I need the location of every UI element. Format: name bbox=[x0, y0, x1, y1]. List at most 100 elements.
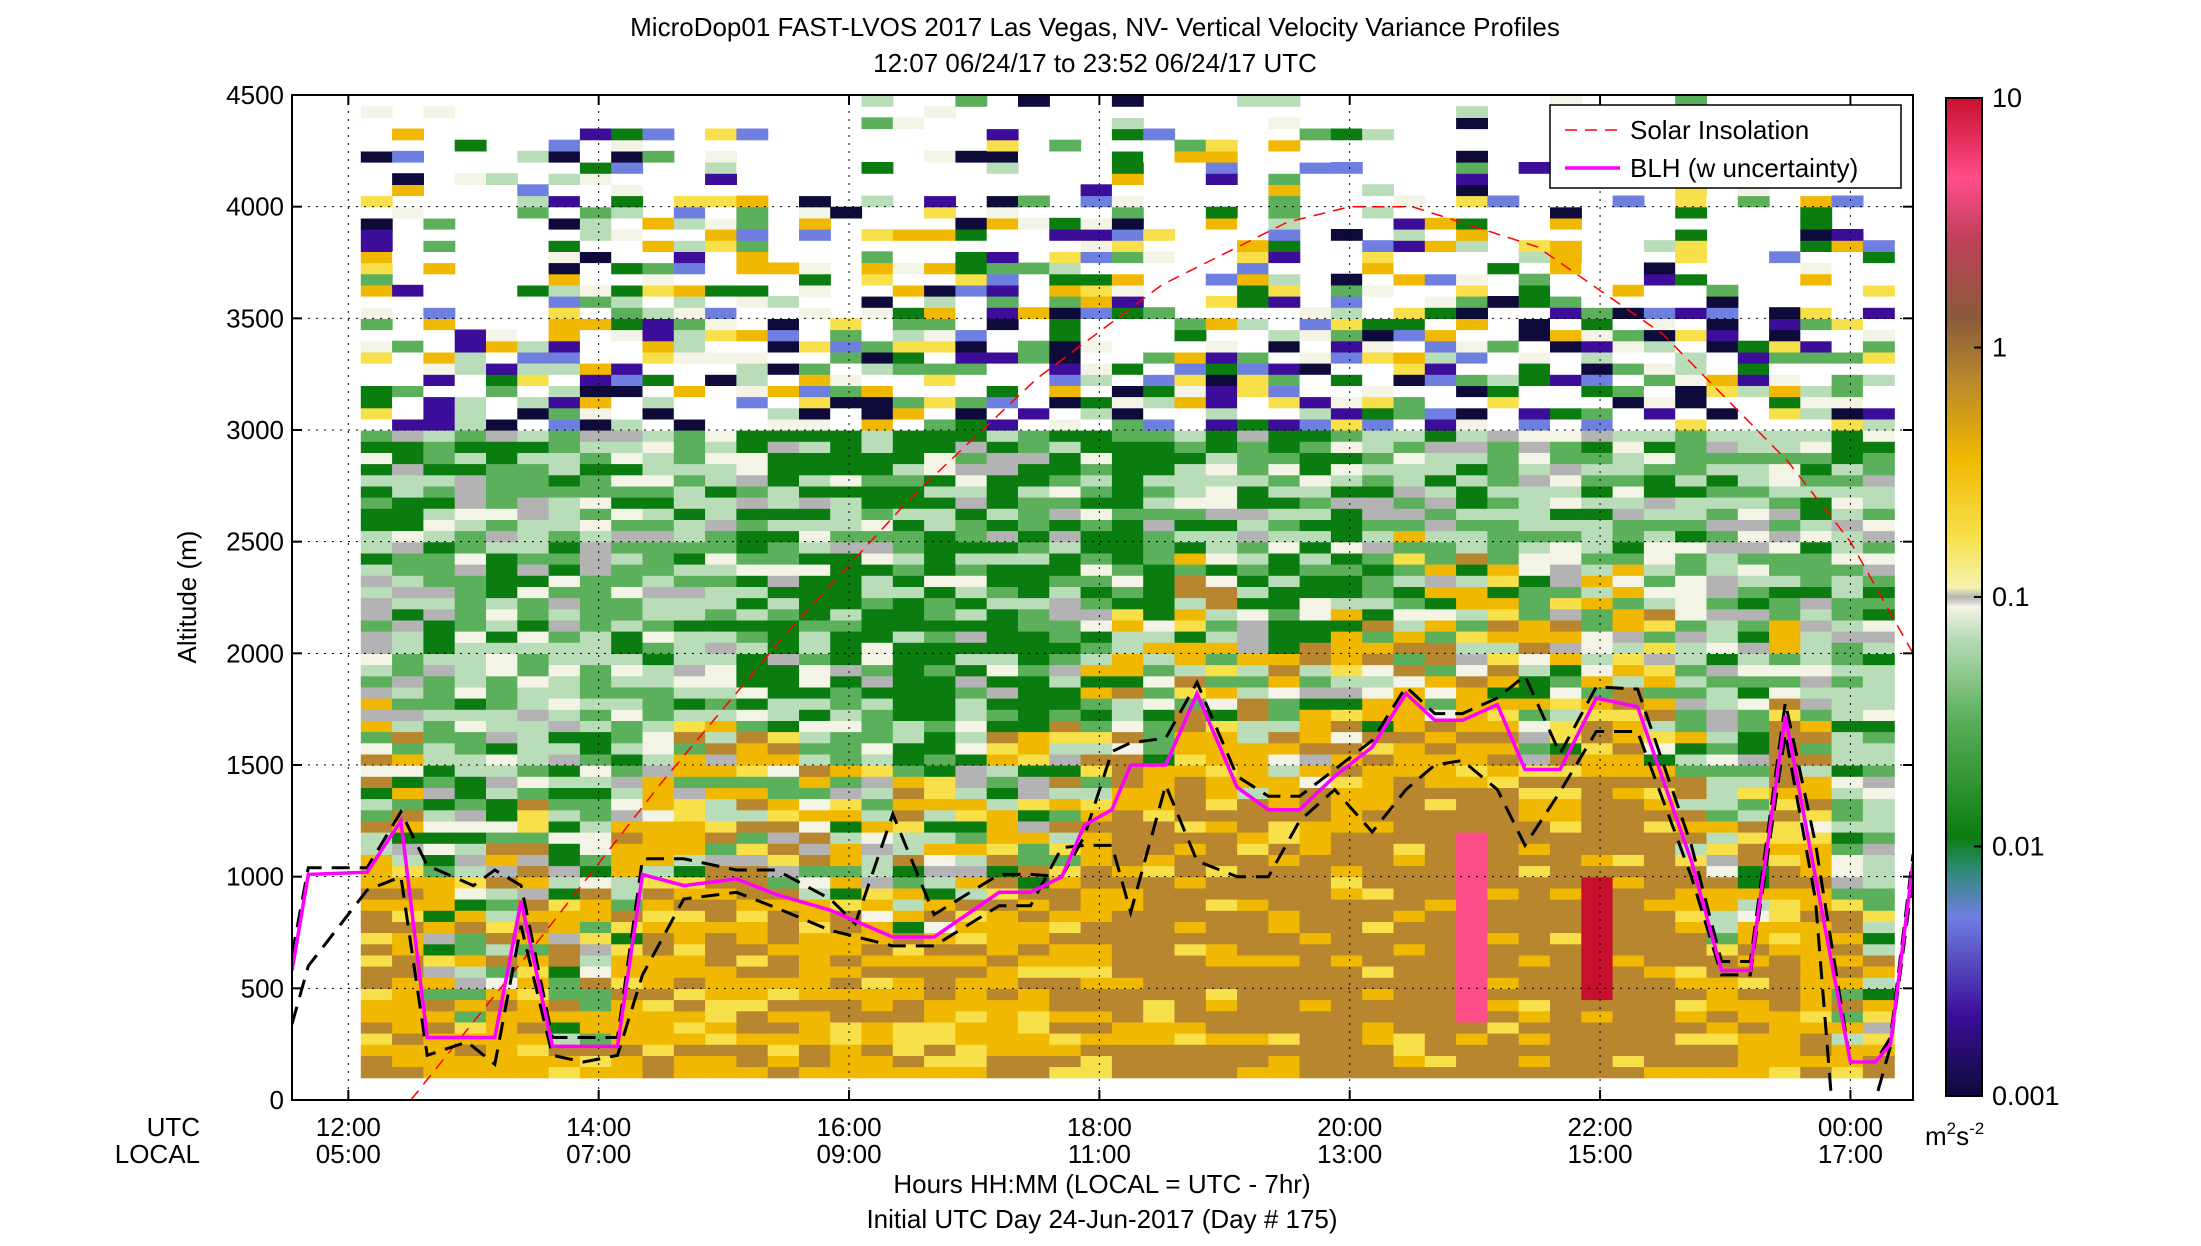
heatmap-cell bbox=[392, 742, 424, 755]
heatmap-cell bbox=[955, 977, 988, 989]
heatmap-cell bbox=[892, 720, 925, 733]
heatmap-cell bbox=[1237, 430, 1269, 442]
heatmap-cell bbox=[736, 854, 769, 867]
heatmap-cell bbox=[1800, 530, 1833, 543]
heatmap-cell bbox=[579, 809, 612, 822]
heatmap-cell bbox=[1800, 240, 1833, 252]
heatmap-cell bbox=[1111, 943, 1144, 956]
heatmap-cell bbox=[1018, 396, 1050, 409]
heatmap-cell bbox=[642, 966, 675, 978]
heatmap-cell bbox=[1143, 552, 1176, 565]
heatmap-cell bbox=[360, 552, 393, 565]
heatmap-cell bbox=[924, 552, 956, 565]
heatmap-cell bbox=[1268, 1033, 1301, 1045]
heatmap-cell bbox=[423, 586, 456, 599]
heatmap-cell bbox=[830, 1033, 863, 1045]
heatmap-cell bbox=[548, 552, 581, 565]
heatmap-cell bbox=[1800, 229, 1833, 241]
heatmap-cell bbox=[1049, 340, 1082, 353]
heatmap-cell bbox=[924, 887, 956, 900]
heatmap-cell bbox=[360, 977, 393, 989]
heatmap-cell bbox=[705, 519, 737, 532]
heatmap-cell bbox=[705, 430, 737, 442]
heatmap-cell bbox=[830, 418, 863, 431]
heatmap-cell bbox=[1393, 240, 1426, 252]
heatmap-cell bbox=[579, 887, 612, 900]
heatmap-cell bbox=[1706, 720, 1739, 733]
heatmap-cell bbox=[1268, 765, 1301, 777]
heatmap-cell bbox=[924, 162, 956, 174]
heatmap-cell bbox=[392, 686, 424, 699]
heatmap-cell bbox=[1487, 452, 1520, 465]
heatmap-cell bbox=[486, 385, 518, 398]
heatmap-cell bbox=[517, 441, 550, 453]
heatmap-cell bbox=[1518, 1021, 1551, 1034]
heatmap-cell bbox=[1330, 273, 1363, 286]
heatmap-cell bbox=[673, 586, 706, 599]
heatmap-cell bbox=[360, 240, 393, 252]
heatmap-cell bbox=[1393, 843, 1426, 855]
heatmap-cell bbox=[611, 441, 644, 453]
heatmap-cell bbox=[1111, 954, 1144, 967]
heatmap-cell bbox=[736, 999, 769, 1012]
heatmap-cell bbox=[924, 418, 956, 431]
heatmap-cell bbox=[392, 150, 424, 163]
heatmap-cell bbox=[1330, 418, 1363, 431]
heatmap-cell bbox=[799, 184, 831, 197]
heatmap-cell bbox=[736, 742, 769, 755]
heatmap-cell bbox=[1268, 943, 1301, 956]
heatmap-cell bbox=[1174, 932, 1207, 945]
heatmap-cell bbox=[1800, 307, 1833, 319]
heatmap-cell bbox=[1049, 742, 1082, 755]
heatmap-cell bbox=[454, 418, 487, 431]
heatmap-cell bbox=[1237, 809, 1269, 822]
heatmap-cell bbox=[1424, 765, 1457, 777]
heatmap-cell bbox=[1143, 731, 1176, 744]
heatmap-cell bbox=[1643, 876, 1676, 889]
heatmap-cell bbox=[1612, 943, 1645, 956]
heatmap-cell bbox=[1049, 1066, 1082, 1079]
heatmap-cell bbox=[579, 329, 612, 342]
heatmap-cell bbox=[548, 273, 581, 286]
heatmap-cell bbox=[1612, 753, 1645, 766]
heatmap-cell bbox=[1424, 876, 1457, 889]
heatmap-cell bbox=[1675, 943, 1708, 956]
heatmap-cell bbox=[830, 552, 863, 565]
heatmap-cell bbox=[1550, 396, 1582, 409]
heatmap-cell bbox=[1706, 541, 1739, 554]
heatmap-cell bbox=[360, 753, 393, 766]
heatmap-cell bbox=[1737, 999, 1770, 1012]
heatmap-cell bbox=[799, 407, 831, 420]
heatmap-cell bbox=[1581, 552, 1614, 565]
heatmap-cell bbox=[1612, 586, 1645, 599]
heatmap-cell bbox=[1831, 887, 1864, 900]
heatmap-cell bbox=[611, 128, 644, 141]
heatmap-cell bbox=[517, 698, 550, 710]
heatmap-cell bbox=[611, 664, 644, 677]
heatmap-cell bbox=[705, 195, 737, 208]
heatmap-cell bbox=[486, 954, 518, 967]
heatmap-cell bbox=[799, 742, 831, 755]
heatmap-cell bbox=[1393, 776, 1426, 788]
heatmap-cell bbox=[642, 832, 675, 844]
heatmap-cell bbox=[1456, 753, 1488, 766]
heatmap-cell bbox=[1800, 966, 1833, 978]
heatmap-cell bbox=[861, 586, 894, 599]
heatmap-cell bbox=[1518, 999, 1551, 1012]
heatmap-cell bbox=[1518, 351, 1551, 364]
heatmap-cell bbox=[1299, 653, 1332, 666]
heatmap-cell bbox=[799, 519, 831, 532]
heatmap-cell bbox=[1393, 284, 1426, 297]
heatmap-cell bbox=[799, 943, 831, 956]
heatmap-cell bbox=[1581, 407, 1614, 420]
heatmap-cell bbox=[611, 698, 644, 710]
heatmap-cell bbox=[392, 564, 424, 576]
heatmap-cell bbox=[1831, 1021, 1864, 1034]
heatmap-cell bbox=[1831, 720, 1864, 733]
heatmap-cell bbox=[1362, 374, 1395, 386]
heatmap-cell bbox=[1424, 262, 1457, 275]
heatmap-cell bbox=[955, 530, 988, 543]
heatmap-cell bbox=[486, 720, 518, 733]
heatmap-cell bbox=[1205, 474, 1238, 487]
heatmap-cell bbox=[1330, 1044, 1363, 1056]
